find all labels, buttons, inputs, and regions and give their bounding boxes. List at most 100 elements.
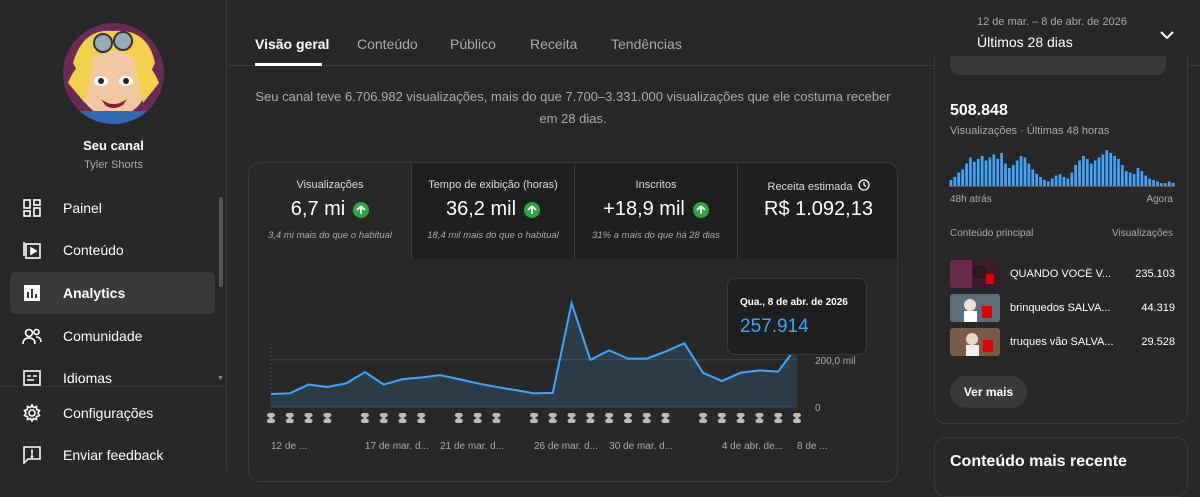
sidebar-item-idiomas[interactable]: Idiomas — [10, 357, 215, 399]
metric-comparison: 31% a mais do que há 28 dias — [592, 230, 720, 241]
metric-subscribers[interactable]: Inscritos +18,9 mil 31% a mais do que há… — [575, 163, 737, 259]
realtime-bar — [1078, 160, 1081, 186]
realtime-bar — [1101, 154, 1105, 186]
metric-label: Visualizações — [296, 179, 364, 191]
tab-publico[interactable]: Público — [450, 36, 496, 52]
top-content-header: Conteúdo principal — [950, 228, 1034, 239]
shorts-icon — [530, 413, 538, 423]
metric-comparison: 3,4 mi mais do que o habitual — [267, 230, 393, 241]
metric-revenue[interactable]: Receita estimada R$ 1.092,13 — [738, 163, 897, 259]
metric-value: 36,2 mil — [445, 198, 517, 220]
shorts-icon — [304, 413, 313, 423]
tab-receita[interactable]: Receita — [530, 36, 578, 52]
shorts-icon — [661, 413, 670, 423]
realtime-bar — [1144, 175, 1148, 186]
sidebar-item-comunidade[interactable]: Comunidade — [10, 315, 215, 357]
x-tick-label: 12 de ... — [271, 441, 307, 452]
realtime-bar — [961, 169, 964, 186]
shorts-icon — [623, 413, 632, 423]
shorts-icon — [774, 413, 783, 423]
realtime-right-label: Agora — [1146, 194, 1173, 205]
clock-icon — [857, 179, 870, 194]
realtime-bar — [1109, 153, 1113, 186]
top-content-item[interactable]: truques vão SALVA... 29.528 — [950, 328, 1175, 358]
realtime-bar — [1093, 160, 1097, 186]
scroll-down-arrow-icon[interactable]: ▼ — [217, 375, 224, 382]
views-chart[interactable]: 0 200,0 mil 12 de ... 17 de mar. d... 21 de … — [249, 259, 898, 482]
realtime-bar — [957, 172, 961, 186]
shorts-icon — [379, 413, 388, 423]
realtime-bar — [988, 157, 992, 186]
shorts-icon — [605, 413, 614, 423]
realtime-bar — [1105, 150, 1109, 186]
realtime-views-value: 508.848 — [950, 102, 1008, 119]
channel-avatar[interactable] — [63, 23, 164, 124]
video-thumbnail — [950, 328, 1000, 356]
top-content-item[interactable]: brinquedos SALVA... 44.319 — [950, 294, 1175, 324]
trend-up-icon — [692, 201, 709, 218]
realtime-bar — [1047, 181, 1050, 186]
summary-text: Seu canal teve 6.706.982 visualizações, … — [255, 89, 891, 126]
realtime-bar — [976, 159, 980, 186]
realtime-bar-chart[interactable] — [949, 148, 1175, 188]
top-content-item[interactable]: QUANDO VOCÊ V... 235.103 — [950, 260, 1175, 290]
shorts-icon — [398, 413, 407, 423]
sidebar-item-feedback[interactable]: Enviar feedback — [10, 434, 215, 476]
realtime-bar — [1019, 156, 1023, 186]
shorts-icon — [736, 413, 745, 423]
tab-conteudo[interactable]: Conteúdo — [357, 36, 418, 52]
overview-card: Visualizações 6,7 mi 3,4 mi mais do que … — [248, 162, 898, 482]
realtime-bar — [1004, 163, 1007, 186]
realtime-bar — [984, 160, 988, 186]
realtime-bar — [1000, 153, 1003, 186]
panel-top-button[interactable] — [950, 56, 1166, 75]
shorts-icon — [548, 413, 557, 423]
chart-area — [271, 303, 797, 407]
sidebar-item-label: Configurações — [63, 405, 154, 421]
sidebar-scrollbar[interactable] — [219, 197, 223, 287]
realtime-bar — [992, 154, 996, 186]
chart-line — [270, 299, 798, 396]
sidebar-item-conteudo[interactable]: Conteúdo — [10, 229, 215, 271]
tab-visao-geral[interactable]: Visão geral — [255, 36, 330, 52]
metric-label: Tempo de exibição (horas) — [428, 179, 558, 191]
realtime-left-label: 48h atrás — [950, 194, 992, 205]
sidebar-item-label: Conteúdo — [63, 242, 124, 258]
sidebar-item-analytics[interactable]: Analytics — [10, 272, 215, 314]
sidebar-item-label: Analytics — [63, 285, 126, 301]
shorts-icon — [642, 413, 651, 423]
analytics-tab-bar: Visão geral Conteúdo Público Receita Ten… — [228, 0, 1200, 66]
sidebar: Seu canal Tyler Shorts Painel Conteúdo A… — [0, 0, 227, 471]
realtime-bar — [1152, 180, 1155, 186]
chevron-down-icon[interactable] — [1160, 27, 1174, 45]
sidebar-item-painel[interactable]: Painel — [10, 187, 215, 229]
realtime-bar — [1121, 165, 1124, 186]
x-tick-label: 26 de mar. d... — [534, 441, 598, 452]
realtime-bar — [972, 162, 976, 186]
tab-tendencias[interactable]: Tendências — [611, 36, 682, 52]
analytics-icon — [21, 282, 43, 304]
realtime-bar — [965, 163, 968, 186]
metric-watch-time[interactable]: Tempo de exibição (horas) 36,2 mil 18,4 … — [412, 163, 574, 259]
sidebar-item-label: Idiomas — [63, 370, 113, 386]
recent-content-title: Conteúdo mais recente — [950, 453, 1127, 470]
date-period-selector[interactable]: Últimos 28 dias — [977, 34, 1073, 50]
sidebar-item-configuracoes[interactable]: Configurações — [10, 392, 215, 434]
date-range-text[interactable]: 12 de mar. – 8 de abr. de 2026 — [977, 16, 1127, 28]
chart-tooltip: Qua., 8 de abr. de 2026 257.914 — [727, 278, 867, 355]
shorts-icon — [755, 413, 764, 423]
metric-label: Receita estimada — [767, 180, 853, 193]
realtime-bar — [1156, 181, 1159, 186]
realtime-views-label: Visualizações · Últimas 48 horas — [950, 125, 1110, 137]
see-more-button[interactable]: Ver mais — [950, 376, 1027, 408]
realtime-bar — [1089, 163, 1093, 186]
sidebar-item-label: Painel — [63, 200, 102, 216]
shorts-icon — [586, 413, 595, 423]
metric-views[interactable]: Visualizações 6,7 mi 3,4 mi mais do que … — [249, 163, 411, 259]
sidebar-item-label: Enviar feedback — [63, 447, 164, 463]
x-tick-label: 21 de mar. d... — [440, 441, 504, 452]
metric-comparison: 18,4 mil mais do que o habitual — [427, 230, 559, 241]
x-tick-label: 4 de abr. de... — [722, 441, 783, 452]
realtime-bar — [1054, 175, 1058, 186]
realtime-panel: 508.848 Visualizações · Últimas 48 horas… — [934, 56, 1188, 424]
